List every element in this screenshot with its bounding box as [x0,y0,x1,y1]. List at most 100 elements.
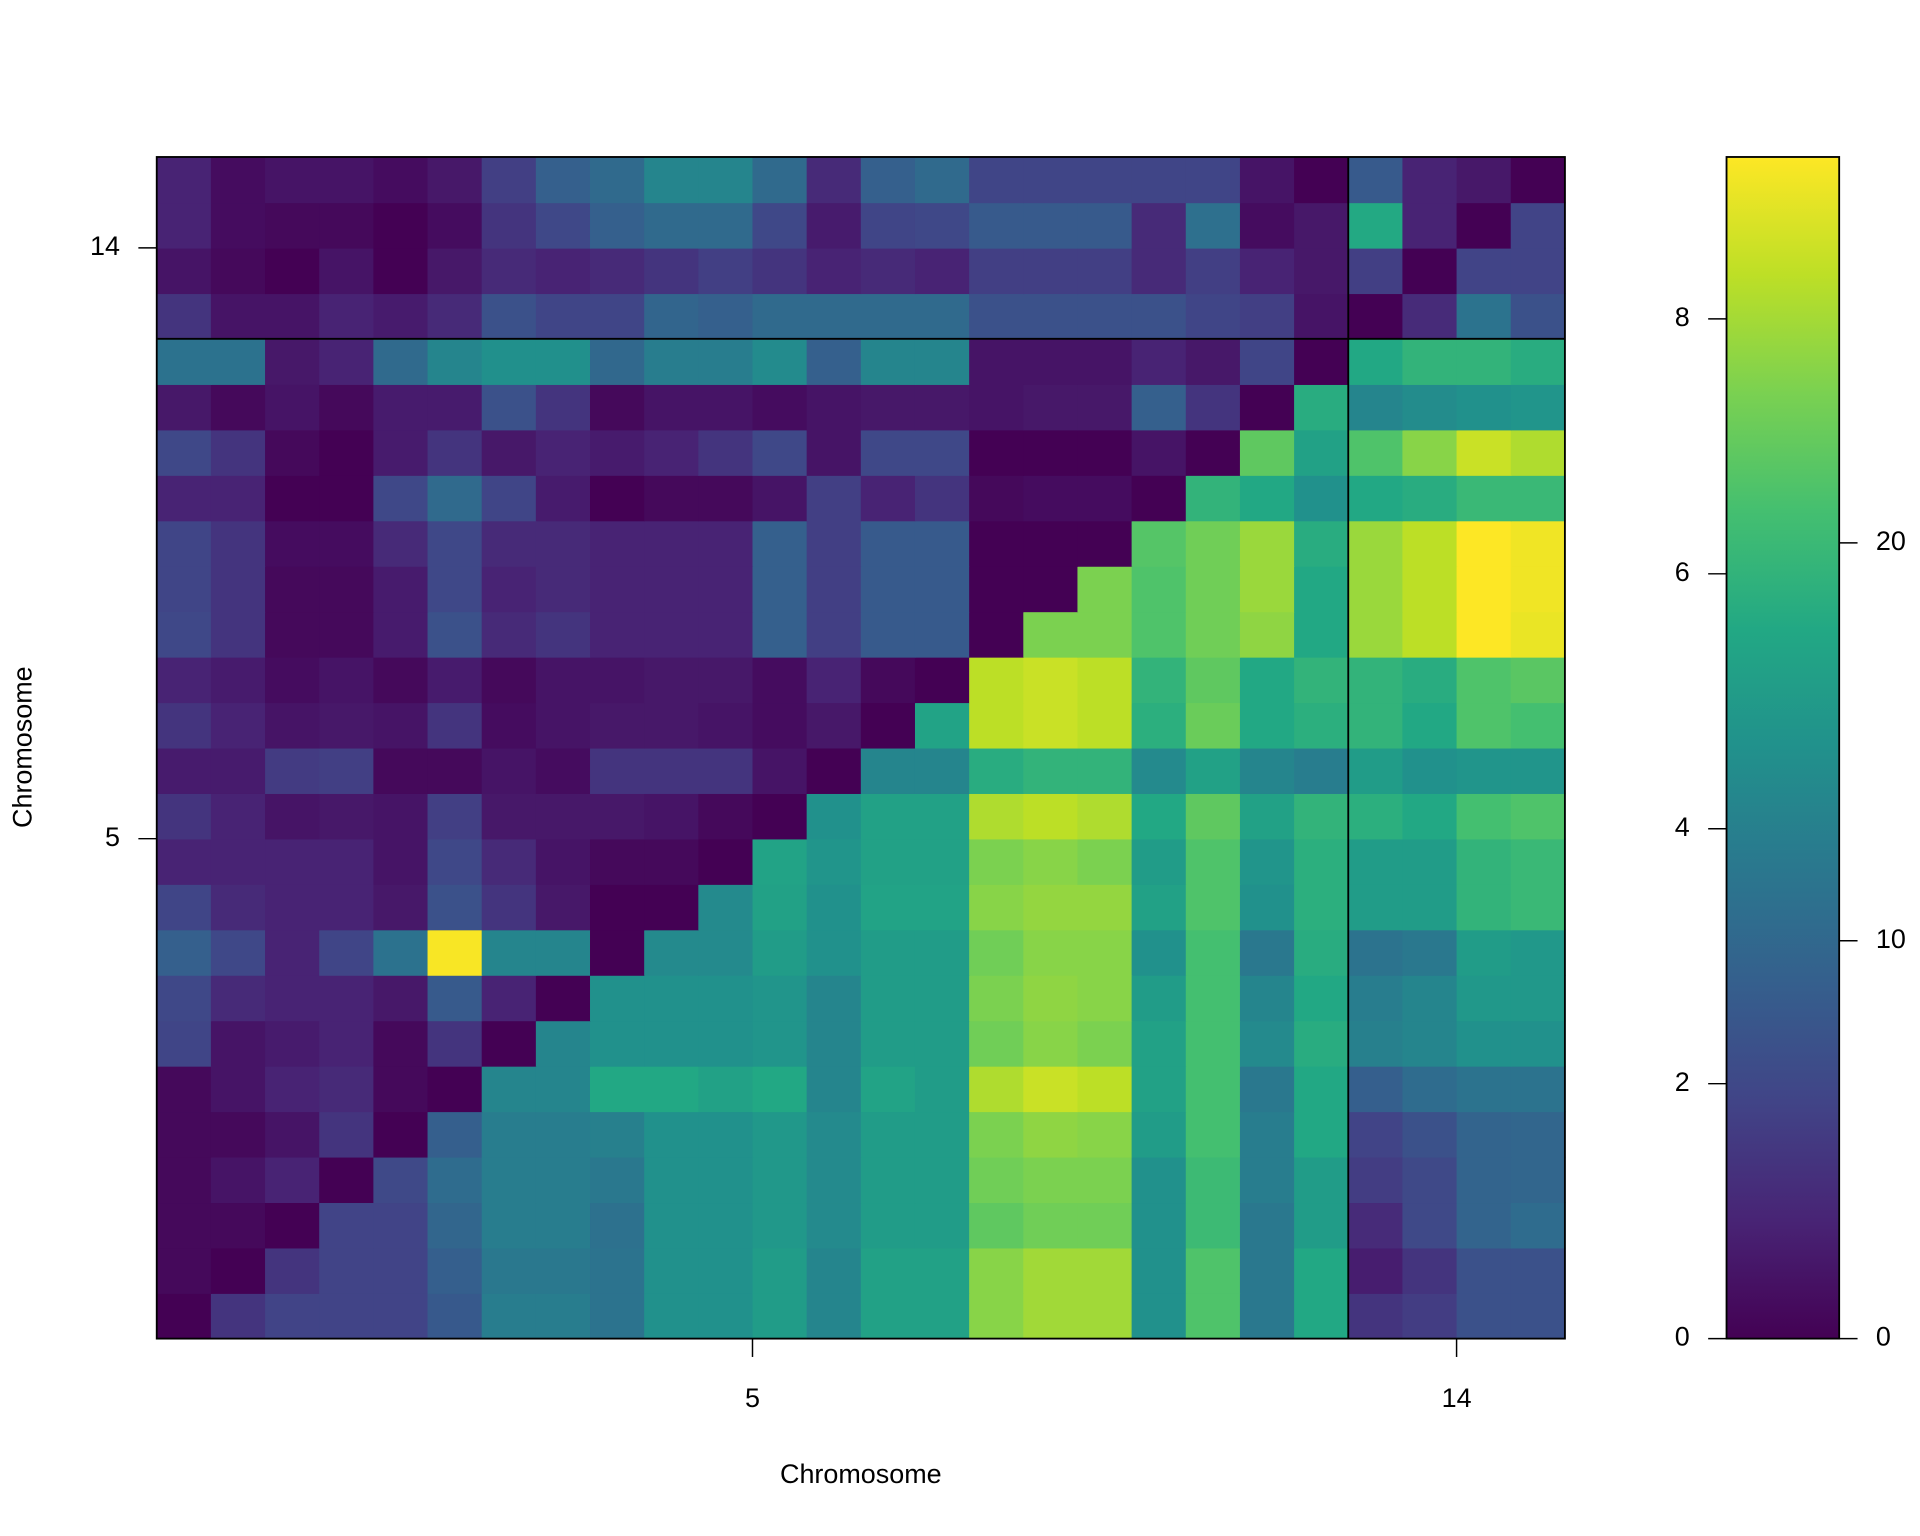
heatmap-cell [590,611,645,658]
colorbar-left-tick-label: 6 [1675,557,1690,587]
heatmap-cell [1510,156,1566,204]
heatmap-cell [1239,202,1295,249]
heatmap-cell [156,384,212,431]
heatmap-cell [806,929,862,976]
heatmap-cell [1510,293,1566,340]
heatmap-cell [1023,293,1079,340]
heatmap-cell [914,338,970,385]
heatmap-cell [644,1202,700,1249]
heatmap-cell [1131,338,1187,385]
heatmap-cell [860,975,916,1022]
heatmap-cell [1185,202,1241,249]
heatmap-cell [644,1065,700,1113]
heatmap-cell [1510,1156,1566,1204]
heatmap-cell [1131,566,1187,613]
heatmap-cell [752,1247,808,1294]
heatmap-cell [806,429,862,476]
heatmap-cell [1510,566,1566,613]
heatmap-cell [319,1247,375,1294]
heatmap-cell [806,793,862,840]
heatmap-cell [1185,566,1241,613]
heatmap-cell [535,293,591,340]
heatmap-cell [644,156,700,204]
heatmap-cell [156,884,212,931]
heatmap-cell [535,793,591,840]
heatmap-cell [1185,656,1241,704]
heatmap-cell [481,1156,537,1204]
heatmap-cell [914,293,970,340]
heatmap-cell [373,702,429,749]
heatmap-cell [156,702,212,749]
heatmap-cell [1239,838,1295,885]
heatmap-cell [590,475,645,522]
heatmap-cell [427,702,483,749]
heatmap-cell [590,1293,645,1340]
heatmap-cell [806,475,862,522]
heatmap-cell [373,293,429,340]
heatmap-cell [1077,793,1133,840]
heatmap-cell [806,566,862,613]
heatmap-cell [752,611,808,658]
heatmap-cell [481,1293,537,1340]
heatmap-cell [860,293,916,340]
heatmap-cell [914,247,970,295]
heatmap-cell [1239,656,1295,704]
heatmap-cell [1185,838,1241,885]
heatmap-cell [698,838,754,885]
heatmap-cell [969,475,1025,522]
heatmap-cell [1348,384,1404,431]
heatmap-cell [590,520,645,567]
heatmap-cell [265,1156,320,1204]
heatmap-cell [427,520,483,567]
heatmap-cell [265,520,320,567]
heatmap-cell [1185,929,1241,976]
heatmap-cell [1510,520,1566,567]
heatmap-cell [156,656,212,704]
heatmap-cell [1456,702,1512,749]
heatmap-cell [644,475,700,522]
heatmap-cell [373,520,429,567]
heatmap-cell [1348,293,1404,340]
heatmap-cell [860,202,916,249]
heatmap-cell [752,793,808,840]
heatmap-cell [752,1020,808,1067]
heatmap-cell [644,293,700,340]
heatmap-cell [1402,747,1458,794]
heatmap-cell [427,1020,483,1067]
heatmap-cell [969,1156,1025,1204]
heatmap-cell [590,293,645,340]
heatmap-cell [210,838,266,885]
heatmap-cell [1348,1111,1404,1158]
heatmap-cell [1131,293,1187,340]
heatmap-cell [1294,838,1349,885]
heatmap-cell [860,338,916,385]
heatmap-cell [1077,566,1133,613]
heatmap-cell [319,884,375,931]
heatmap-cell [1456,611,1512,658]
heatmap-cell [319,293,375,340]
heatmap-cell [644,520,700,567]
heatmap-cell [1510,929,1566,976]
heatmap-cell [590,338,645,385]
heatmap-cell [1131,884,1187,931]
heatmap-cell [1239,884,1295,931]
heatmap-cell [644,1111,700,1158]
heatmap-cell [535,929,591,976]
heatmap-cell [1402,1247,1458,1294]
heatmap-cell [1239,975,1295,1022]
heatmap-cell [1456,384,1512,431]
heatmap-cell [210,566,266,613]
heatmap-cell [1131,1156,1187,1204]
heatmap-cell [1131,1293,1187,1340]
heatmap-cell [1348,475,1404,522]
heatmap-cell [914,475,970,522]
heatmap-cell [319,247,375,295]
heatmap-cell [1131,156,1187,204]
heatmap-cell [590,929,645,976]
heatmap-cell [1348,520,1404,567]
heatmap-cell [1023,838,1079,885]
heatmap-cell [319,1065,375,1113]
heatmap-cell [1510,838,1566,885]
heatmap-cell [1131,384,1187,431]
